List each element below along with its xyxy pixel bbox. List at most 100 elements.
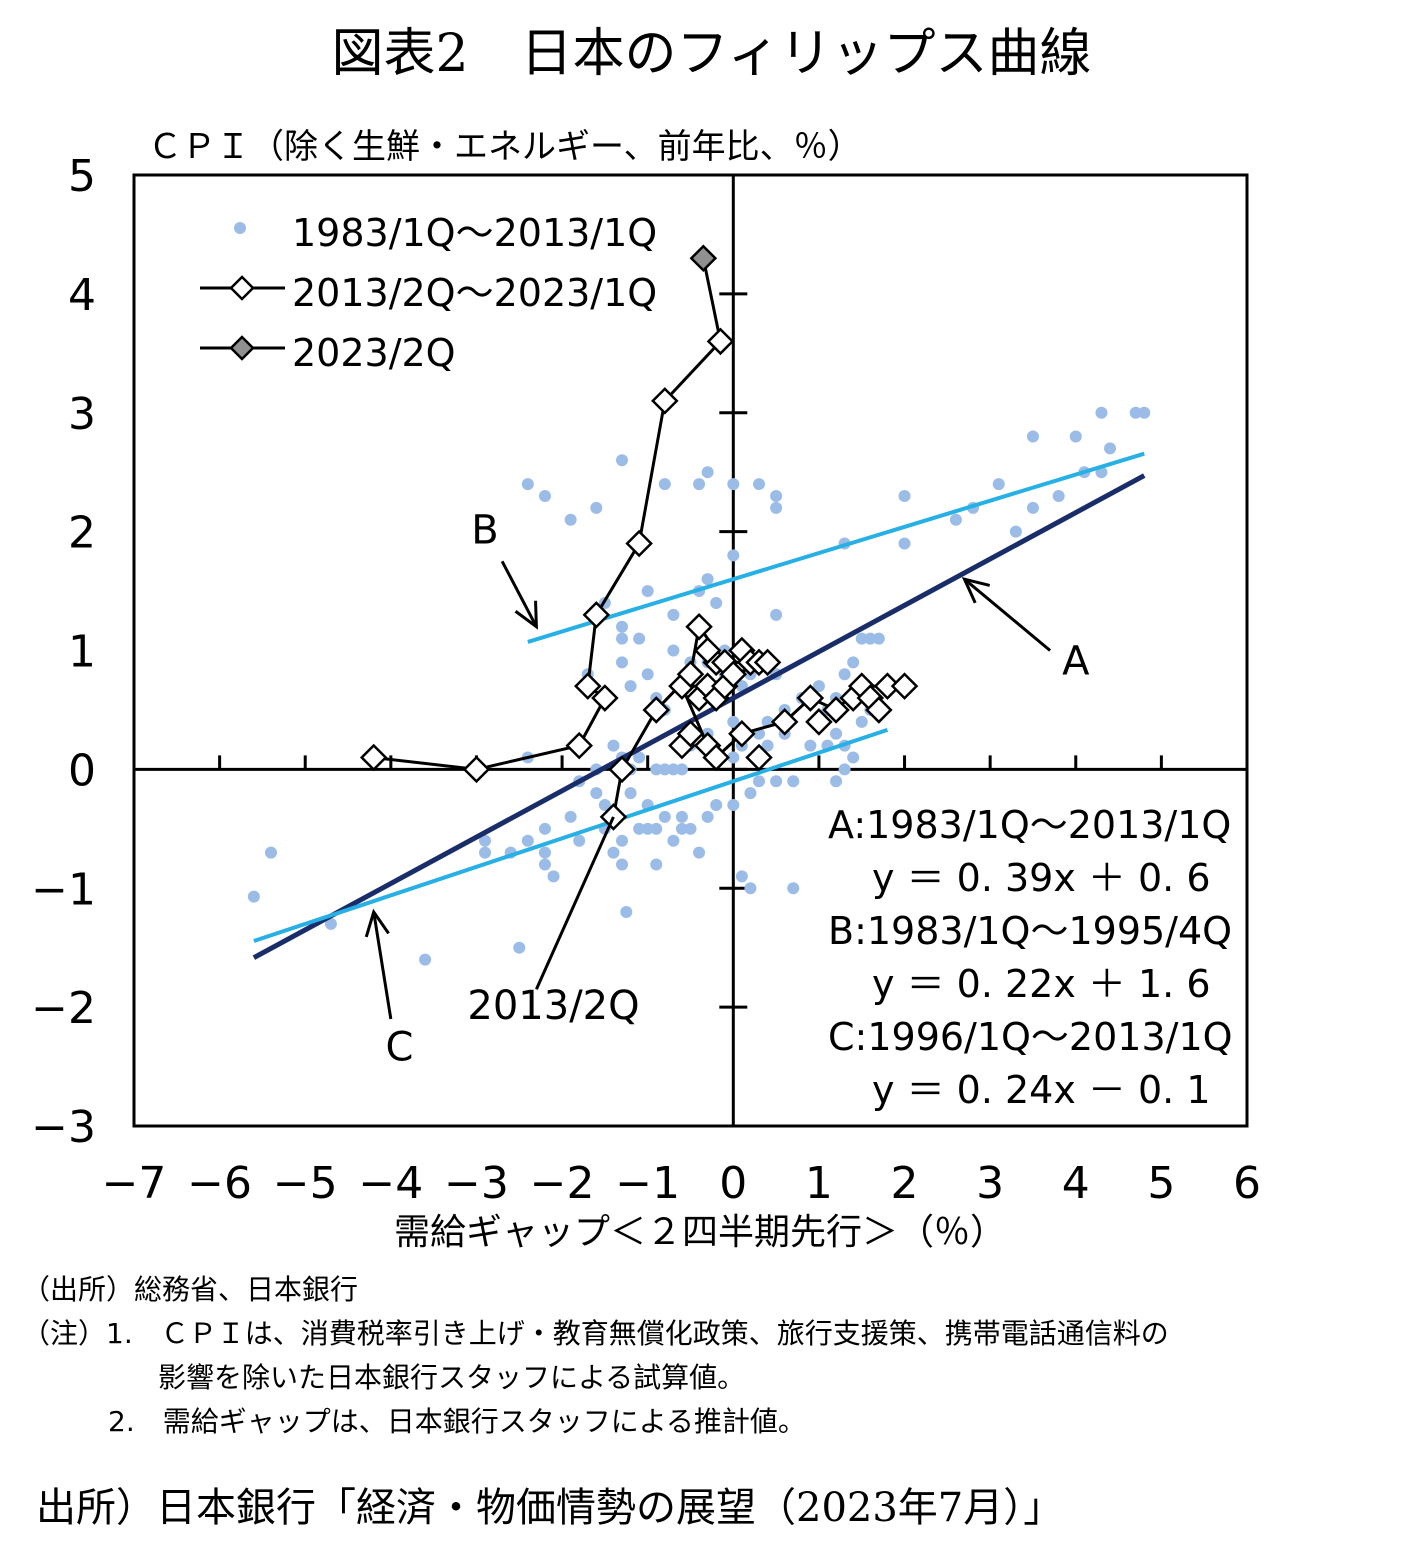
note-2: 2. 需給ギャップは、日本銀行スタッフによる推計値。: [108, 1405, 806, 1438]
legend-marker-2013: [229, 275, 255, 301]
scatter-point: [744, 882, 757, 895]
scatter-point: [616, 858, 629, 871]
equation-period-C: C:1996/1Q～2013/1Q: [828, 1015, 1233, 1059]
scatter-point: [701, 810, 714, 823]
diamond-point: [676, 660, 705, 689]
scatter-point: [752, 775, 765, 788]
scatter-point: [641, 822, 654, 835]
regression-line-C: [253, 728, 889, 943]
scatter-point: [710, 799, 723, 812]
diamond-point: [719, 660, 748, 689]
diamond-point: [359, 743, 388, 772]
y-tick-label: −3: [31, 1102, 96, 1153]
scatter-point: [830, 775, 843, 788]
annotation-arrow-line: [372, 911, 393, 1020]
scatter-point: [770, 489, 783, 502]
scatter-point: [607, 739, 620, 752]
scatter-point: [590, 501, 603, 514]
scatter-point: [667, 834, 680, 847]
scatter-point: [684, 822, 697, 835]
annotation-arrow-head: [364, 908, 390, 938]
y-tick-label: 2: [68, 508, 96, 559]
scatter-point: [838, 668, 851, 681]
scatter-point: [727, 799, 740, 812]
x-tick-label: 4: [1062, 1158, 1090, 1209]
scatter-point: [650, 763, 663, 776]
scatter-point: [1129, 406, 1142, 419]
note-1b: 影響を除いた日本銀行スタッフによる試算値。: [158, 1361, 746, 1394]
equation-period-A: A:1983/1Q～2013/1Q: [828, 803, 1231, 847]
scatter-point: [1009, 525, 1022, 538]
scatter-point: [538, 846, 551, 859]
x-tick-label: 1: [805, 1158, 833, 1209]
scatter-point: [838, 763, 851, 776]
plot-layer: −7 −6 −5 −4 −3 −2 −1 0 1 2 3 4 5 6 5 4 3 2 1 0 −1 −2 −3 A B C 2013…: [31, 151, 1261, 1209]
annotation-A: A: [1062, 638, 1090, 684]
scatter-point: [675, 763, 688, 776]
regression-line-B: [527, 451, 1145, 644]
scatter-point: [727, 715, 740, 728]
scatter-point: [949, 513, 962, 526]
annotation-arrow-line: [963, 578, 1052, 652]
scatter-point: [564, 810, 577, 823]
scatter-point: [547, 870, 560, 883]
legend-label: 2023/2Q: [292, 331, 456, 375]
scatter-point: [701, 466, 714, 479]
y-tick-label: 5: [68, 151, 96, 202]
scatter-point: [898, 489, 911, 502]
scatter-point: [898, 537, 911, 550]
x-tick-label: −4: [358, 1158, 423, 1209]
scatter-point: [513, 941, 526, 954]
scatter-point: [598, 799, 611, 812]
scatter-point: [667, 644, 680, 657]
equation-period-B: B:1983/1Q～1995/4Q: [828, 909, 1232, 953]
equation-B: y ＝ 0. 22x ＋ 1. 6: [872, 962, 1211, 1006]
notes-source: （出所）総務省、日本銀行: [22, 1273, 359, 1306]
scatter-point: [538, 858, 551, 871]
scatter-point: [770, 608, 783, 621]
diamond-point: [642, 696, 671, 724]
annotation-arrow-line: [535, 816, 615, 990]
y-tick-label: 0: [68, 745, 96, 796]
diamond-point: [890, 672, 919, 700]
legend-label: 1983/1Q～2013/1Q: [292, 211, 657, 255]
scatter-point: [658, 478, 671, 491]
x-tick-label: −3: [444, 1158, 509, 1209]
scatter-point: [616, 834, 629, 847]
note-1a: （注）1. ＣＰＩは、消費税率引き上げ・教育無償化政策、旅行支援策、携帯電話通信…: [22, 1317, 1169, 1350]
scatter-point: [641, 585, 654, 598]
scatter-point: [787, 882, 800, 895]
regression-line-A: [252, 473, 1146, 960]
scatter-point: [641, 668, 654, 681]
diamond-point: [462, 755, 491, 784]
figure-title: 図表2 日本のフィリップス曲線: [331, 24, 1092, 84]
scatter-point: [1026, 430, 1039, 443]
diamond-point: [573, 672, 602, 700]
scatter-point: [624, 680, 637, 693]
scatter-point: [590, 787, 603, 800]
series-recent-connector: [701, 257, 722, 342]
y-tick-label: −1: [31, 864, 96, 915]
diamond-point: [822, 696, 850, 724]
equation-A: y ＝ 0. 39x ＋ 0. 6: [872, 856, 1211, 900]
scatter-point: [633, 632, 646, 645]
annotation-arrow-line: [500, 560, 538, 628]
diamond-point: [676, 719, 705, 748]
annotation-arrow-head: [514, 600, 538, 630]
scatter-point: [872, 632, 885, 645]
scatter-point: [770, 775, 783, 788]
x-tick-label: 2: [891, 1158, 919, 1209]
scatter-point: [761, 739, 774, 752]
scatter-point: [727, 549, 740, 562]
scatter-point: [538, 822, 551, 835]
scatter-point: [710, 596, 723, 609]
x-tick-label: −1: [615, 1158, 680, 1209]
diamond-point: [693, 636, 722, 665]
scatter-point: [479, 834, 492, 847]
annotation-B: B: [471, 508, 498, 554]
scatter-point: [701, 573, 714, 586]
scatter-point: [752, 478, 765, 491]
diamond-point: [582, 601, 611, 629]
scatter-point: [812, 680, 825, 693]
plot-frame: [132, 173, 1249, 1128]
